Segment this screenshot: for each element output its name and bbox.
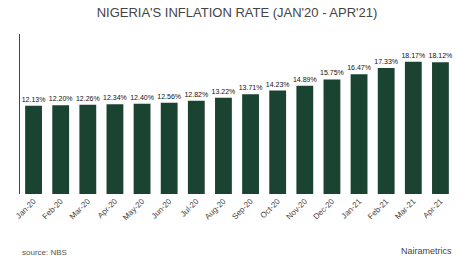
svg-text:12.20%: 12.20%	[49, 95, 73, 102]
svg-text:12.34%: 12.34%	[103, 94, 127, 101]
svg-text:12.13%: 12.13%	[22, 96, 46, 103]
svg-text:13.22%: 13.22%	[212, 88, 236, 95]
svg-text:Oct-20: Oct-20	[259, 196, 283, 220]
svg-text:Mar-21: Mar-21	[393, 196, 418, 221]
svg-text:14.89%: 14.89%	[293, 76, 317, 83]
svg-text:Dec-20: Dec-20	[312, 196, 337, 221]
svg-text:Aug-20: Aug-20	[203, 196, 228, 221]
svg-text:17.33%: 17.33%	[374, 58, 398, 65]
svg-text:14.23%: 14.23%	[266, 81, 290, 88]
svg-text:May-20: May-20	[121, 196, 147, 222]
svg-text:Jun-20: Jun-20	[150, 196, 174, 220]
svg-text:12.26%: 12.26%	[76, 95, 100, 102]
svg-text:Jul-20: Jul-20	[179, 196, 201, 218]
svg-text:18.17%: 18.17%	[401, 52, 425, 59]
svg-text:Jan-21: Jan-21	[340, 196, 364, 220]
svg-text:Nov-20: Nov-20	[284, 196, 309, 221]
svg-text:12.40%: 12.40%	[130, 94, 154, 101]
svg-text:Sep-20: Sep-20	[230, 196, 255, 221]
svg-text:Feb-21: Feb-21	[366, 196, 391, 221]
svg-text:15.75%: 15.75%	[320, 69, 344, 76]
svg-text:Apr-21: Apr-21	[421, 196, 445, 220]
svg-text:12.56%: 12.56%	[157, 93, 181, 100]
svg-text:Apr-20: Apr-20	[96, 196, 120, 220]
svg-text:Jan-20: Jan-20	[14, 196, 38, 220]
svg-text:source: NBS: source: NBS	[22, 248, 67, 257]
svg-text:12.82%: 12.82%	[184, 91, 208, 98]
svg-text:Mar-20: Mar-20	[68, 196, 93, 221]
svg-text:Nairametrics: Nairametrics	[401, 246, 452, 256]
svg-text:18.12%: 18.12%	[429, 52, 453, 59]
svg-text:Feb-20: Feb-20	[41, 196, 66, 221]
svg-text:13.71%: 13.71%	[239, 84, 263, 91]
svg-text:16.47%: 16.47%	[347, 64, 371, 71]
svg-text:NIGERIA'S INFLATION RATE (JAN': NIGERIA'S INFLATION RATE (JAN'20 - APR'2…	[97, 5, 378, 20]
